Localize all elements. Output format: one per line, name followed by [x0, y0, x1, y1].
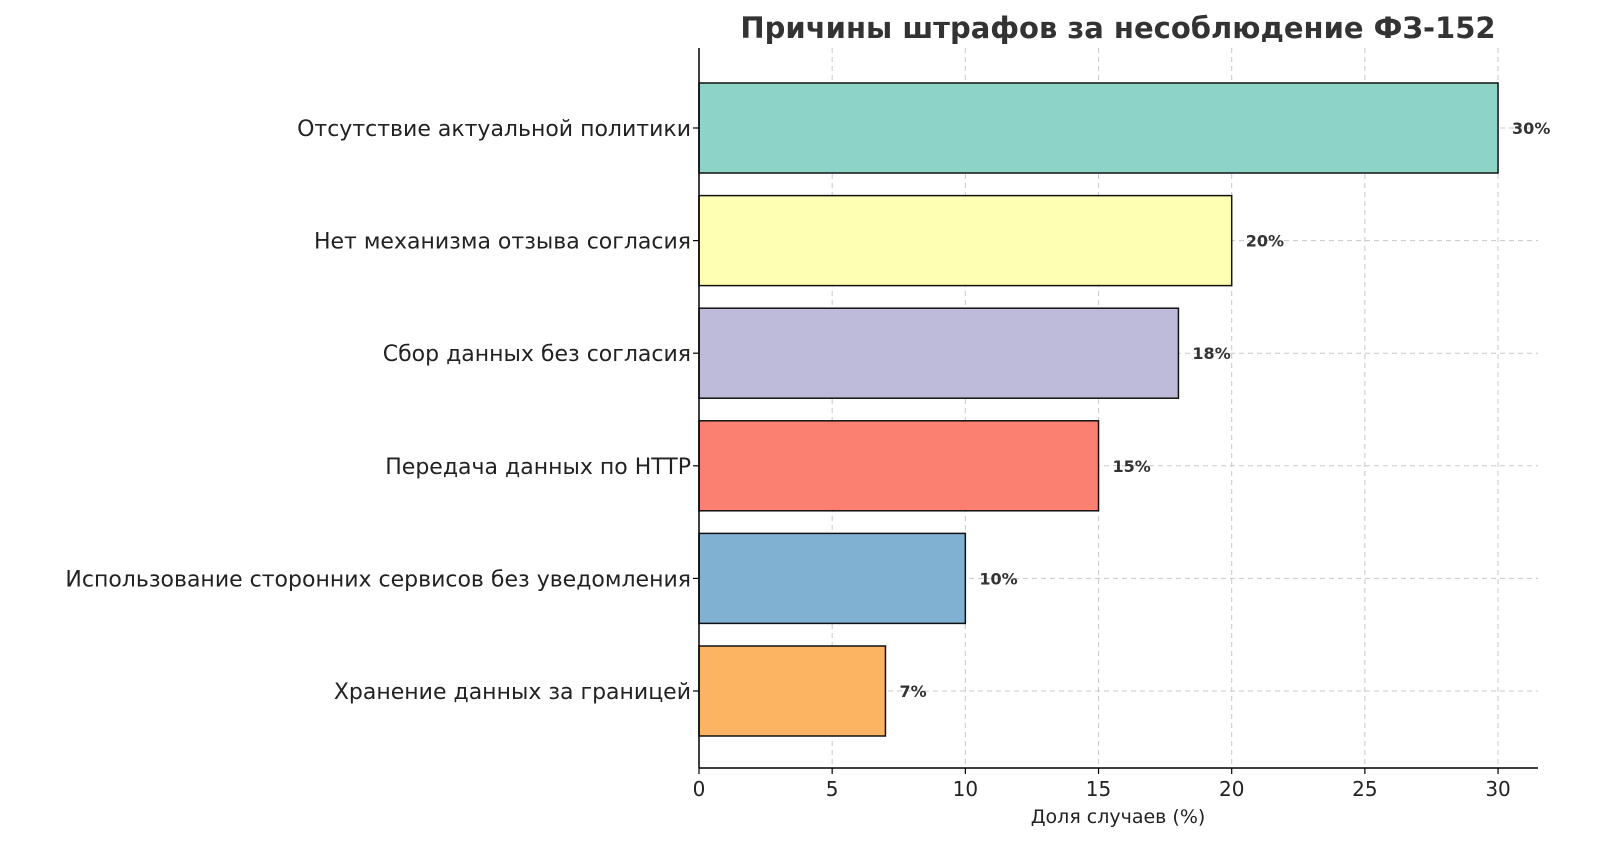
axes: 0 5 10 15 20 25 30 Отсутствие актуальной полити…	[65, 48, 1538, 801]
x-tick-label: 0	[693, 777, 706, 801]
x-tick-label: 20	[1219, 777, 1244, 801]
bar	[698, 82, 1499, 174]
x-tick-label: 10	[953, 777, 978, 801]
x-tick-label: 15	[1086, 777, 1111, 801]
x-axis-label: Доля случаев (%)	[1031, 806, 1206, 828]
chart-title: Причины штрафов за несоблюдение ФЗ-152	[740, 11, 1495, 45]
y-tick-label: Хранение данных за границей	[334, 680, 691, 705]
y-tick-label: Передача данных по HTTP	[385, 455, 691, 480]
bars: 30% 20% 18% 15% 10% 7%	[698, 82, 1550, 737]
bar	[698, 420, 1100, 512]
bar	[698, 645, 887, 737]
x-tick-label: 5	[826, 777, 839, 801]
data-label: 18%	[1192, 344, 1230, 363]
data-label: 10%	[979, 569, 1017, 588]
data-label: 7%	[899, 682, 926, 701]
y-tick-label: Нет механизма отзыва согласия	[314, 230, 691, 255]
y-tick-label: Отсутствие актуальной политики	[297, 117, 691, 142]
y-tick-label: Использование сторонних сервисов без уве…	[65, 567, 691, 592]
y-tick-label: Сбор данных без согласия	[383, 342, 691, 367]
bar	[698, 307, 1180, 399]
bar	[698, 194, 1233, 287]
data-label: 30%	[1512, 119, 1550, 138]
data-label: 15%	[1113, 457, 1151, 476]
data-label: 20%	[1246, 232, 1284, 251]
x-tick-label: 25	[1352, 777, 1377, 801]
bar	[698, 532, 967, 625]
x-tick-label: 30	[1485, 777, 1510, 801]
